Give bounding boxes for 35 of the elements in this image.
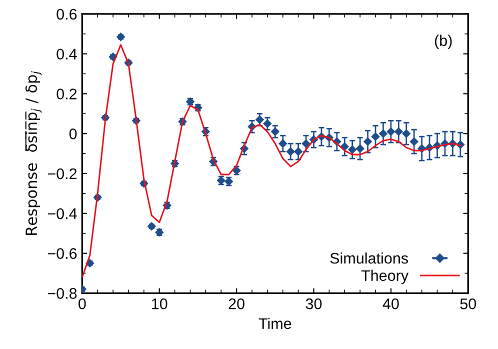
y-tick-label: 0: [69, 128, 77, 140]
x-tick-label: 40: [382, 298, 399, 310]
point: [364, 137, 372, 146]
legend-label: Simulations: [330, 252, 408, 264]
x-tick-label: 10: [152, 298, 168, 310]
x-axis-title: Time: [258, 318, 292, 330]
point: [379, 129, 388, 138]
y-tick-label: 0.6: [56, 8, 77, 20]
y-axis-title: Response δ̅s̅i̅n̅p̅$_{j}$ / δp$_{j}$: [25, 71, 42, 235]
point: [263, 120, 272, 128]
point: [256, 116, 264, 124]
x-tick-label: 30: [306, 298, 322, 310]
point: [302, 139, 310, 148]
y-tick-label: −0.6: [48, 248, 77, 259]
y-tick-label: −0.8: [48, 288, 77, 299]
point: [348, 145, 356, 154]
point: [410, 137, 418, 146]
x-tick-label: 20: [228, 298, 244, 310]
legend-label: Theory: [361, 270, 409, 284]
point: [402, 129, 410, 138]
point: [271, 127, 280, 136]
annotation: (b): [434, 34, 452, 49]
point: [294, 147, 302, 156]
point: [278, 139, 287, 148]
y-tick-label: −0.2: [48, 168, 77, 180]
x-tick-label: 50: [460, 298, 476, 310]
y-tick-label: −0.4: [48, 208, 77, 220]
point: [356, 144, 364, 153]
point: [386, 127, 396, 136]
y-tick-label: 0.4: [56, 48, 77, 60]
y-tick-label: 0.2: [56, 88, 77, 100]
point: [286, 147, 295, 156]
point: [394, 127, 403, 136]
x-tick-label: 0: [78, 298, 86, 310]
point: [371, 132, 380, 141]
